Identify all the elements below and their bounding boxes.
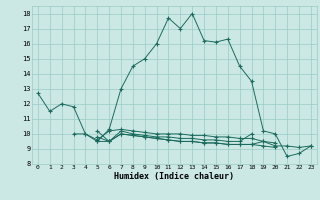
X-axis label: Humidex (Indice chaleur): Humidex (Indice chaleur) <box>115 172 234 181</box>
